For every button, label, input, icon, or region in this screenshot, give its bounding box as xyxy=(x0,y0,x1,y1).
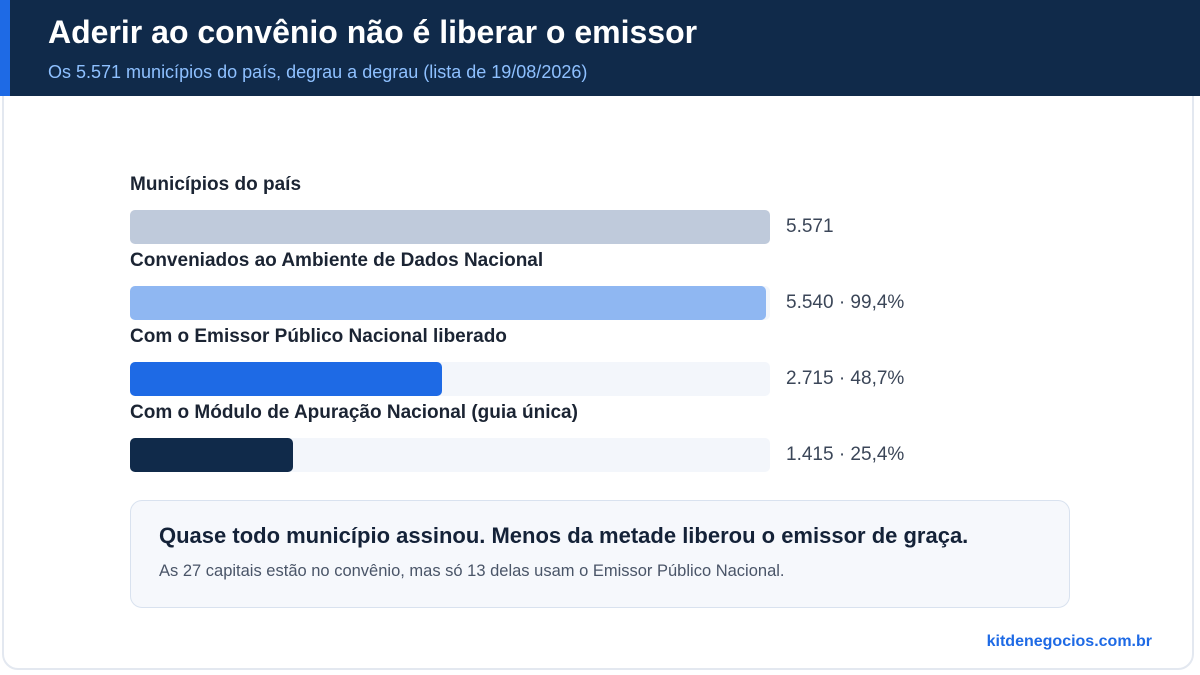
bar-label: Com o Módulo de Apuração Nacional (guia … xyxy=(130,402,578,423)
bar-label: Conveniados ao Ambiente de Dados Naciona… xyxy=(130,250,544,271)
bar xyxy=(130,210,770,244)
bar-track xyxy=(130,362,770,396)
callout-text: As 27 capitais estão no convênio, mas só… xyxy=(159,562,785,580)
header-banner: Aderir ao convênio não é liberar o emiss… xyxy=(0,0,1200,96)
bar-chart: Municípios do país 5.571 Conveniados ao Am… xyxy=(130,170,1030,480)
bar-label: Municípios do país xyxy=(130,174,302,195)
header-accent-stripe xyxy=(0,0,10,96)
callout-title: Quase todo município assinou. Menos da m… xyxy=(159,523,969,548)
bar xyxy=(130,438,293,472)
bar-label: Com o Emissor Público Nacional liberado xyxy=(130,326,507,347)
bar-track xyxy=(130,210,770,244)
bar-track xyxy=(130,286,770,320)
callout-box: Quase todo município assinou. Menos da m… xyxy=(130,500,1070,608)
site-link[interactable]: kitdenegocios.com.br xyxy=(986,633,1152,650)
bar-value-label: 2.715 · 48,7% xyxy=(786,368,905,389)
bar-value-label: 5.571 xyxy=(786,216,834,237)
bar-track xyxy=(130,438,770,472)
bar-value-label: 1.415 · 25,4% xyxy=(786,444,905,465)
chart-title: Aderir ao convênio não é liberar o emiss… xyxy=(48,14,698,50)
bar xyxy=(130,286,766,320)
chart-subtitle: Os 5.571 municípios do país, degrau a de… xyxy=(48,62,588,82)
bar-value-label: 5.540 · 99,4% xyxy=(786,292,905,313)
bar xyxy=(130,362,442,396)
